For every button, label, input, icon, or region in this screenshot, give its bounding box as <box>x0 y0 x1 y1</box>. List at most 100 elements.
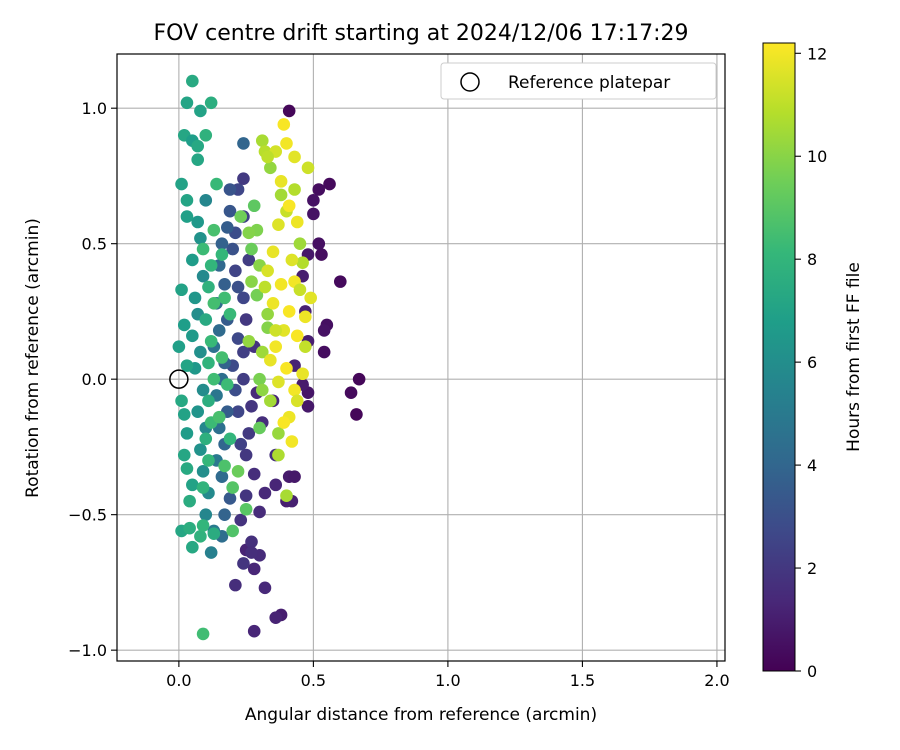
scatter-point <box>288 150 301 164</box>
scatter-point <box>296 367 309 381</box>
scatter-point <box>237 345 250 359</box>
scatter-point <box>229 264 242 278</box>
scatter-point <box>264 161 277 175</box>
scatter-point <box>204 546 218 559</box>
legend-marker-icon <box>460 72 480 92</box>
scatter-point <box>299 310 312 324</box>
scatter-point <box>312 183 326 196</box>
scatter-point <box>290 394 304 408</box>
scatter-point <box>204 334 218 348</box>
scatter-point <box>242 226 256 240</box>
scatter-point <box>223 492 237 505</box>
scatter-point <box>226 481 239 494</box>
scatter-point <box>210 177 223 191</box>
colorbar-ticks: 0 2 4 6 8 10 12 <box>795 44 827 681</box>
scatter-point <box>218 291 231 305</box>
scatter-point <box>269 324 283 337</box>
scatter-point <box>272 375 285 389</box>
scatter-point <box>288 383 301 397</box>
scatter-point <box>237 372 250 386</box>
scatter-point <box>218 459 231 473</box>
scatter-point <box>212 410 226 424</box>
scatter-point <box>274 188 288 202</box>
plot-frame <box>116 53 726 662</box>
legend-label: Reference platepar <box>508 73 670 93</box>
scatter-point <box>180 96 194 110</box>
scatter-point <box>277 118 291 131</box>
scatter-point <box>199 313 213 326</box>
scatter-point <box>250 288 264 302</box>
scatter-point <box>199 432 213 446</box>
colorbar-label: Hours from first FF file <box>844 262 864 452</box>
scatter-point <box>202 280 215 294</box>
scatter-point <box>350 408 363 421</box>
scatter-point <box>204 96 218 110</box>
scatter-point <box>253 372 266 386</box>
scatter-point <box>196 242 210 256</box>
scatter-point <box>280 362 293 375</box>
scatter-point <box>253 505 266 519</box>
scatter-point <box>231 405 245 418</box>
scatter-point <box>226 242 239 256</box>
scatter-point <box>183 521 196 535</box>
scatter-point <box>180 210 194 223</box>
scatter-point <box>301 399 315 413</box>
scatter-point <box>317 324 331 337</box>
scatter-point <box>317 345 331 359</box>
scatter-point <box>239 448 253 462</box>
colorbar-tick-label: 10 <box>807 147 827 166</box>
y-axis-label: Rotation from reference (arcmin) <box>23 218 43 498</box>
scatter-point <box>199 194 213 207</box>
scatter-point <box>175 177 188 191</box>
scatter-point <box>188 291 202 305</box>
scatter-point <box>196 465 210 478</box>
x-axis-label: Angular distance from reference (arcmin) <box>245 705 597 725</box>
scatter-point <box>258 581 272 595</box>
scatter-point <box>288 183 301 196</box>
scatter-point <box>282 104 296 118</box>
x-tick-label: 0.0 <box>166 671 191 690</box>
colorbar-tick-label: 6 <box>807 353 817 372</box>
scatter-point <box>261 307 274 321</box>
scatter-point <box>191 405 205 418</box>
scatter-point <box>272 427 285 440</box>
colorbar-tick-label: 0 <box>807 662 817 681</box>
scatter-point <box>247 467 261 481</box>
scatter-point <box>239 502 253 516</box>
scatter-point <box>296 256 309 269</box>
scatter-point <box>245 275 258 288</box>
scatter-point <box>261 150 274 164</box>
scatter-point <box>245 242 258 256</box>
scatter-point <box>237 137 250 150</box>
scatter-point <box>255 345 269 359</box>
scatter-point <box>207 297 221 310</box>
scatter-point <box>221 378 234 391</box>
scatter-point <box>180 427 194 440</box>
scatter-point <box>266 297 280 310</box>
scatter-point <box>223 432 237 446</box>
scatter-point <box>277 416 291 429</box>
scatter-point <box>183 494 196 508</box>
scatter-point <box>239 313 253 326</box>
scatter-point <box>315 248 328 261</box>
scatter-point <box>218 508 231 521</box>
scatter-point <box>223 307 237 321</box>
scatter-point <box>175 394 188 408</box>
scatter-point <box>293 237 307 250</box>
x-tick-label: 1.5 <box>570 671 595 690</box>
scatter-point <box>218 278 231 291</box>
x-tick-label: 2.0 <box>704 671 729 690</box>
y-axis-ticks: −1.0 −0.5 0.0 0.5 1.0 <box>68 99 117 660</box>
scatter-point <box>204 259 218 272</box>
scatter-point <box>231 465 245 478</box>
scatter-point <box>266 245 280 259</box>
scatter-point <box>237 172 250 185</box>
scatter-point <box>261 264 274 278</box>
scatter-point <box>234 210 248 223</box>
scatter-point <box>186 74 199 88</box>
scatter-point <box>207 372 221 386</box>
scatter-point <box>196 627 210 641</box>
scatter-point <box>207 527 221 540</box>
scatter-point <box>191 139 205 153</box>
scatter-point <box>194 345 207 359</box>
